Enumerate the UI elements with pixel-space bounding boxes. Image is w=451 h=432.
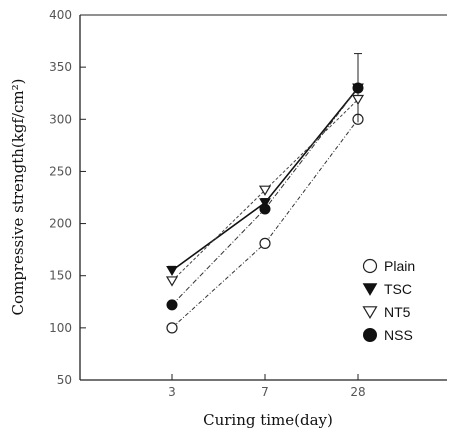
series-group	[165, 53, 365, 334]
x-tick-label: 28	[350, 385, 365, 399]
legend-marker-tsc	[362, 283, 378, 296]
series-nt5	[165, 94, 365, 287]
series-line-nss	[171, 87, 359, 306]
legend-label-tsc: TSC	[384, 281, 412, 297]
data-point-nss	[166, 299, 178, 311]
y-axis-label: Compressive strength(kgf/cm²)	[9, 78, 27, 315]
series-line-plain	[171, 118, 359, 329]
x-axis-label: Curing time(day)	[203, 411, 333, 429]
data-point-nss	[352, 82, 364, 94]
data-point-nt5	[351, 94, 365, 106]
x-tick-label: 7	[261, 385, 269, 399]
legend-label-nss: NSS	[384, 327, 413, 343]
legend-marker-plain	[362, 258, 378, 274]
y-tick-label: 150	[49, 269, 72, 283]
data-point-tsc	[166, 266, 178, 276]
x-ticks: 3 7 28	[168, 374, 366, 399]
y-ticks: 50 100 150 200 250 300 350 400	[49, 8, 86, 387]
data-point-plain	[259, 237, 271, 249]
series-nss	[166, 82, 364, 311]
data-point-nss	[259, 203, 271, 215]
legend-marker-nss	[363, 328, 377, 342]
legend-label-nt5: NT5	[384, 304, 411, 320]
y-tick-label: 200	[49, 217, 72, 231]
series-line-nt5	[171, 99, 359, 282]
x-tick-label: 3	[168, 385, 176, 399]
y-tick-label: 100	[49, 321, 72, 335]
series-tsc	[166, 53, 364, 276]
data-point-nt5	[165, 276, 179, 287]
data-point-tsc	[259, 198, 271, 209]
y-tick-label: 350	[49, 60, 72, 74]
legend-marker-nt5	[362, 306, 378, 320]
y-tick-label: 300	[49, 112, 72, 126]
series-plain	[166, 113, 364, 334]
y-tick-label: 50	[57, 373, 72, 387]
axes	[79, 14, 447, 381]
y-tick-label: 400	[49, 8, 72, 22]
legend-label-plain: Plain	[384, 258, 415, 274]
data-point-plain	[166, 322, 178, 334]
legend: Plain TSC NT5 NSS	[362, 258, 415, 343]
y-tick-label: 250	[49, 164, 72, 178]
data-point-nt5	[258, 185, 272, 196]
